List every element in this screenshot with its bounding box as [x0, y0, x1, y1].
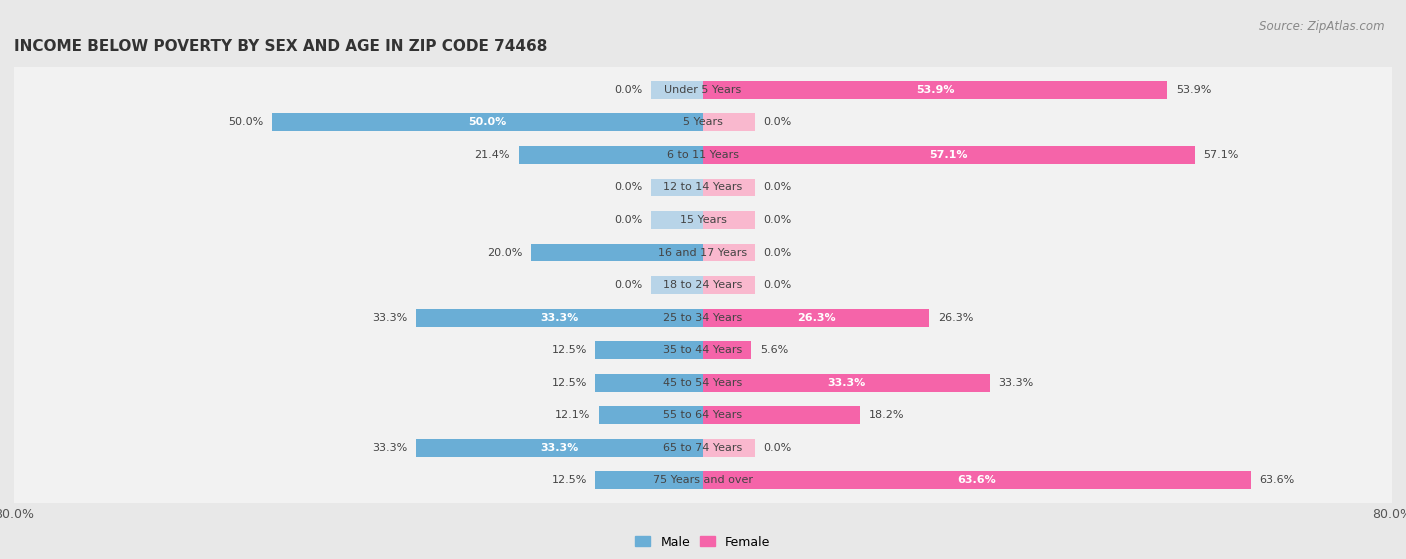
Bar — [595, 374, 703, 392]
Text: 5.6%: 5.6% — [759, 345, 789, 355]
Text: 35 to 44 Years: 35 to 44 Years — [664, 345, 742, 355]
FancyBboxPatch shape — [0, 131, 1406, 178]
Text: 50.0%: 50.0% — [229, 117, 264, 127]
Text: 45 to 54 Years: 45 to 54 Years — [664, 378, 742, 388]
Bar — [703, 374, 990, 392]
Text: 50.0%: 50.0% — [468, 117, 506, 127]
Text: 21.4%: 21.4% — [475, 150, 510, 160]
Text: 33.3%: 33.3% — [373, 312, 408, 323]
Text: 33.3%: 33.3% — [540, 443, 579, 453]
Text: 18 to 24 Years: 18 to 24 Years — [664, 280, 742, 290]
Text: 20.0%: 20.0% — [486, 248, 522, 258]
Text: 53.9%: 53.9% — [915, 85, 955, 95]
Bar — [703, 211, 755, 229]
Text: 65 to 74 Years: 65 to 74 Years — [664, 443, 742, 453]
Text: 0.0%: 0.0% — [763, 248, 792, 258]
Text: 0.0%: 0.0% — [763, 182, 792, 192]
Text: 63.6%: 63.6% — [957, 475, 997, 485]
Bar — [703, 178, 755, 196]
Text: 33.3%: 33.3% — [827, 378, 866, 388]
Text: 16 and 17 Years: 16 and 17 Years — [658, 248, 748, 258]
Text: 12.5%: 12.5% — [551, 378, 586, 388]
Text: Under 5 Years: Under 5 Years — [665, 85, 741, 95]
Text: 12 to 14 Years: 12 to 14 Years — [664, 182, 742, 192]
Bar — [651, 178, 703, 196]
Text: 5 Years: 5 Years — [683, 117, 723, 127]
Text: INCOME BELOW POVERTY BY SEX AND AGE IN ZIP CODE 74468: INCOME BELOW POVERTY BY SEX AND AGE IN Z… — [14, 39, 547, 54]
Bar — [416, 309, 703, 326]
Text: 26.3%: 26.3% — [938, 312, 973, 323]
Text: Source: ZipAtlas.com: Source: ZipAtlas.com — [1260, 20, 1385, 32]
Text: 0.0%: 0.0% — [763, 443, 792, 453]
Text: 53.9%: 53.9% — [1175, 85, 1211, 95]
Text: 18.2%: 18.2% — [869, 410, 904, 420]
FancyBboxPatch shape — [0, 294, 1406, 341]
Text: 33.3%: 33.3% — [998, 378, 1033, 388]
Bar — [703, 471, 1251, 489]
Bar — [599, 406, 703, 424]
Text: 12.5%: 12.5% — [551, 345, 586, 355]
FancyBboxPatch shape — [0, 359, 1406, 406]
Text: 6 to 11 Years: 6 to 11 Years — [666, 150, 740, 160]
Bar — [703, 244, 755, 262]
Text: 57.1%: 57.1% — [1204, 150, 1239, 160]
Text: 0.0%: 0.0% — [614, 280, 643, 290]
Bar — [703, 146, 1195, 164]
Text: 0.0%: 0.0% — [614, 182, 643, 192]
Bar — [519, 146, 703, 164]
Text: 75 Years and over: 75 Years and over — [652, 475, 754, 485]
Text: 0.0%: 0.0% — [763, 117, 792, 127]
Bar — [595, 471, 703, 489]
Bar — [416, 439, 703, 457]
FancyBboxPatch shape — [0, 392, 1406, 439]
Text: 12.5%: 12.5% — [551, 475, 586, 485]
Legend: Male, Female: Male, Female — [630, 530, 776, 553]
Bar — [703, 406, 859, 424]
Bar — [703, 341, 751, 359]
FancyBboxPatch shape — [0, 327, 1406, 373]
Bar — [595, 341, 703, 359]
FancyBboxPatch shape — [0, 197, 1406, 243]
Bar — [703, 113, 755, 131]
Text: 0.0%: 0.0% — [763, 215, 792, 225]
Bar — [703, 309, 929, 326]
Text: 0.0%: 0.0% — [614, 215, 643, 225]
Text: 33.3%: 33.3% — [373, 443, 408, 453]
FancyBboxPatch shape — [0, 424, 1406, 471]
Bar — [651, 81, 703, 99]
Text: 63.6%: 63.6% — [1260, 475, 1295, 485]
FancyBboxPatch shape — [0, 164, 1406, 211]
FancyBboxPatch shape — [0, 457, 1406, 504]
Text: 25 to 34 Years: 25 to 34 Years — [664, 312, 742, 323]
Text: 12.1%: 12.1% — [555, 410, 591, 420]
Text: 26.3%: 26.3% — [797, 312, 835, 323]
Text: 57.1%: 57.1% — [929, 150, 969, 160]
Bar — [703, 81, 1167, 99]
Text: 0.0%: 0.0% — [763, 280, 792, 290]
FancyBboxPatch shape — [0, 67, 1406, 113]
Bar — [703, 439, 755, 457]
Text: 55 to 64 Years: 55 to 64 Years — [664, 410, 742, 420]
Text: 15 Years: 15 Years — [679, 215, 727, 225]
FancyBboxPatch shape — [0, 262, 1406, 309]
Bar — [651, 211, 703, 229]
FancyBboxPatch shape — [0, 229, 1406, 276]
Bar — [531, 244, 703, 262]
FancyBboxPatch shape — [0, 99, 1406, 146]
Bar — [651, 276, 703, 294]
Text: 0.0%: 0.0% — [614, 85, 643, 95]
Bar — [273, 113, 703, 131]
Bar — [703, 276, 755, 294]
Text: 33.3%: 33.3% — [540, 312, 579, 323]
